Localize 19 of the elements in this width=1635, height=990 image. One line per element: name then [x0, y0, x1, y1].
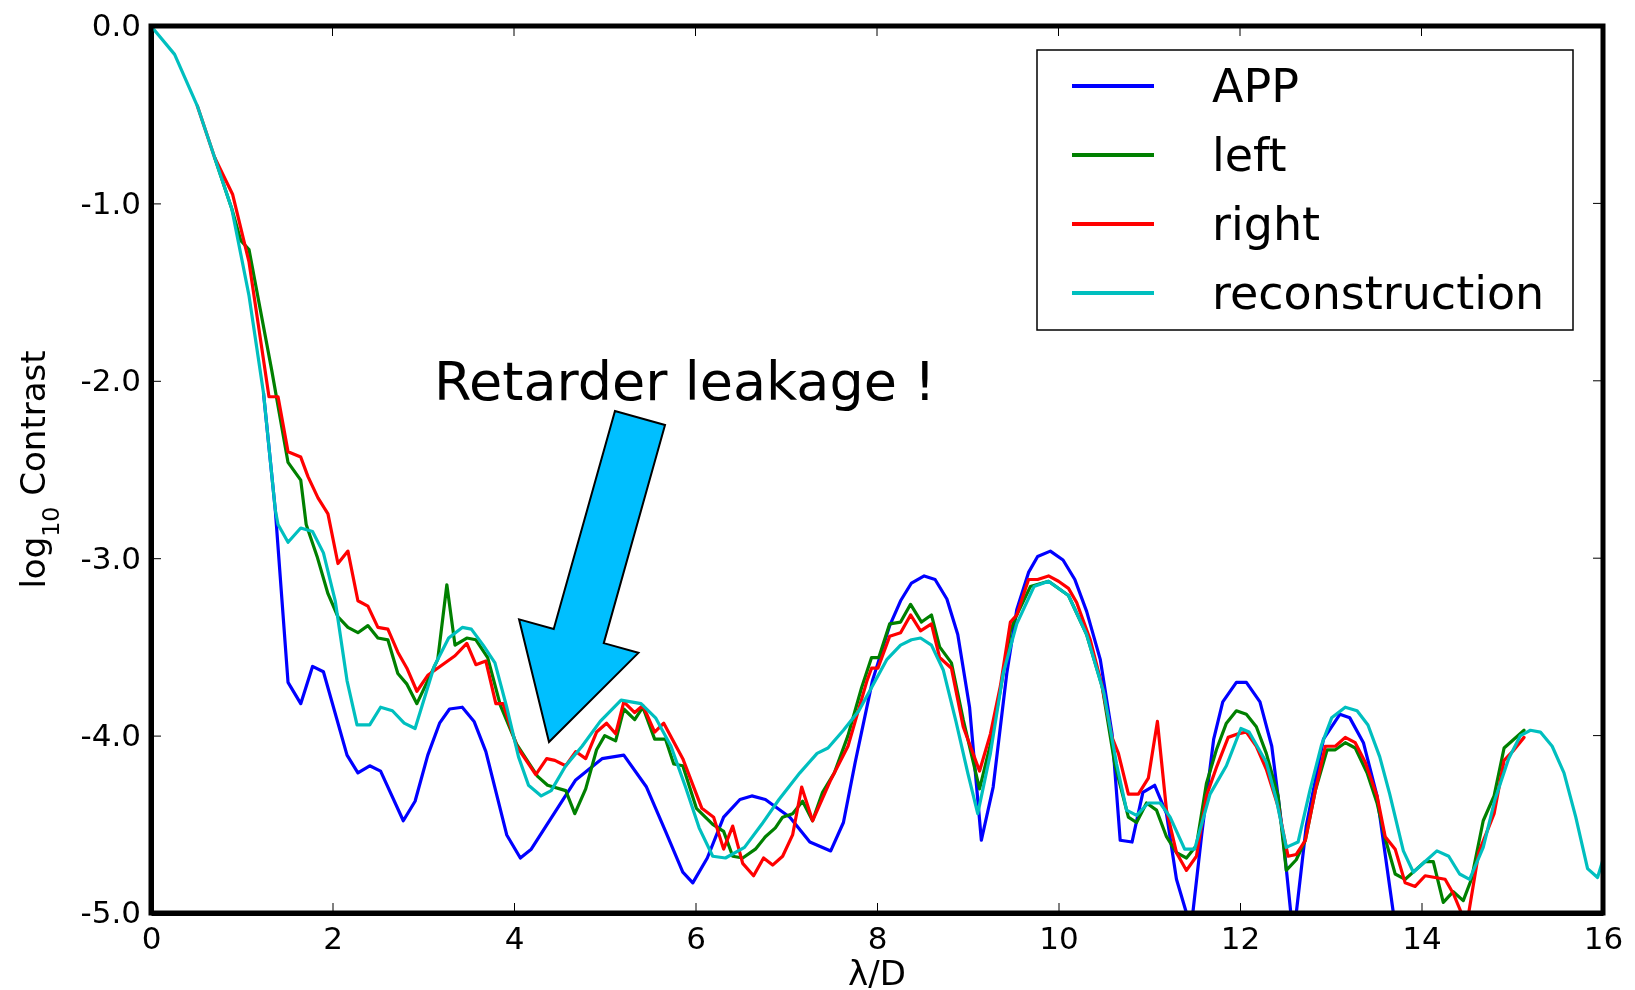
legend-label: right: [1212, 197, 1321, 251]
y-tick-label: -2.0: [80, 362, 141, 399]
x-tick-label: 12: [1220, 920, 1261, 957]
x-tick-label: 6: [686, 920, 706, 957]
x-tick-label: 0: [141, 920, 162, 957]
y-tick-label: -3.0: [80, 539, 141, 576]
annotation: Retarder leakage !: [434, 350, 936, 413]
x-tick-label: 16: [1583, 920, 1624, 957]
legend-label: reconstruction: [1212, 266, 1545, 320]
y-tick-label: -5.0: [80, 894, 141, 931]
y-tick-label: -1.0: [80, 184, 141, 221]
legend-label: APP: [1212, 59, 1299, 113]
x-tick-label: 10: [1039, 920, 1079, 957]
x-tick-label: 4: [504, 920, 525, 957]
y-tick-label: -4.0: [80, 717, 141, 754]
y-tick-label: 0.0: [91, 7, 141, 44]
x-tick-label: 2: [323, 920, 343, 957]
x-tick-label: 14: [1402, 920, 1442, 957]
legend-label: left: [1212, 128, 1287, 182]
